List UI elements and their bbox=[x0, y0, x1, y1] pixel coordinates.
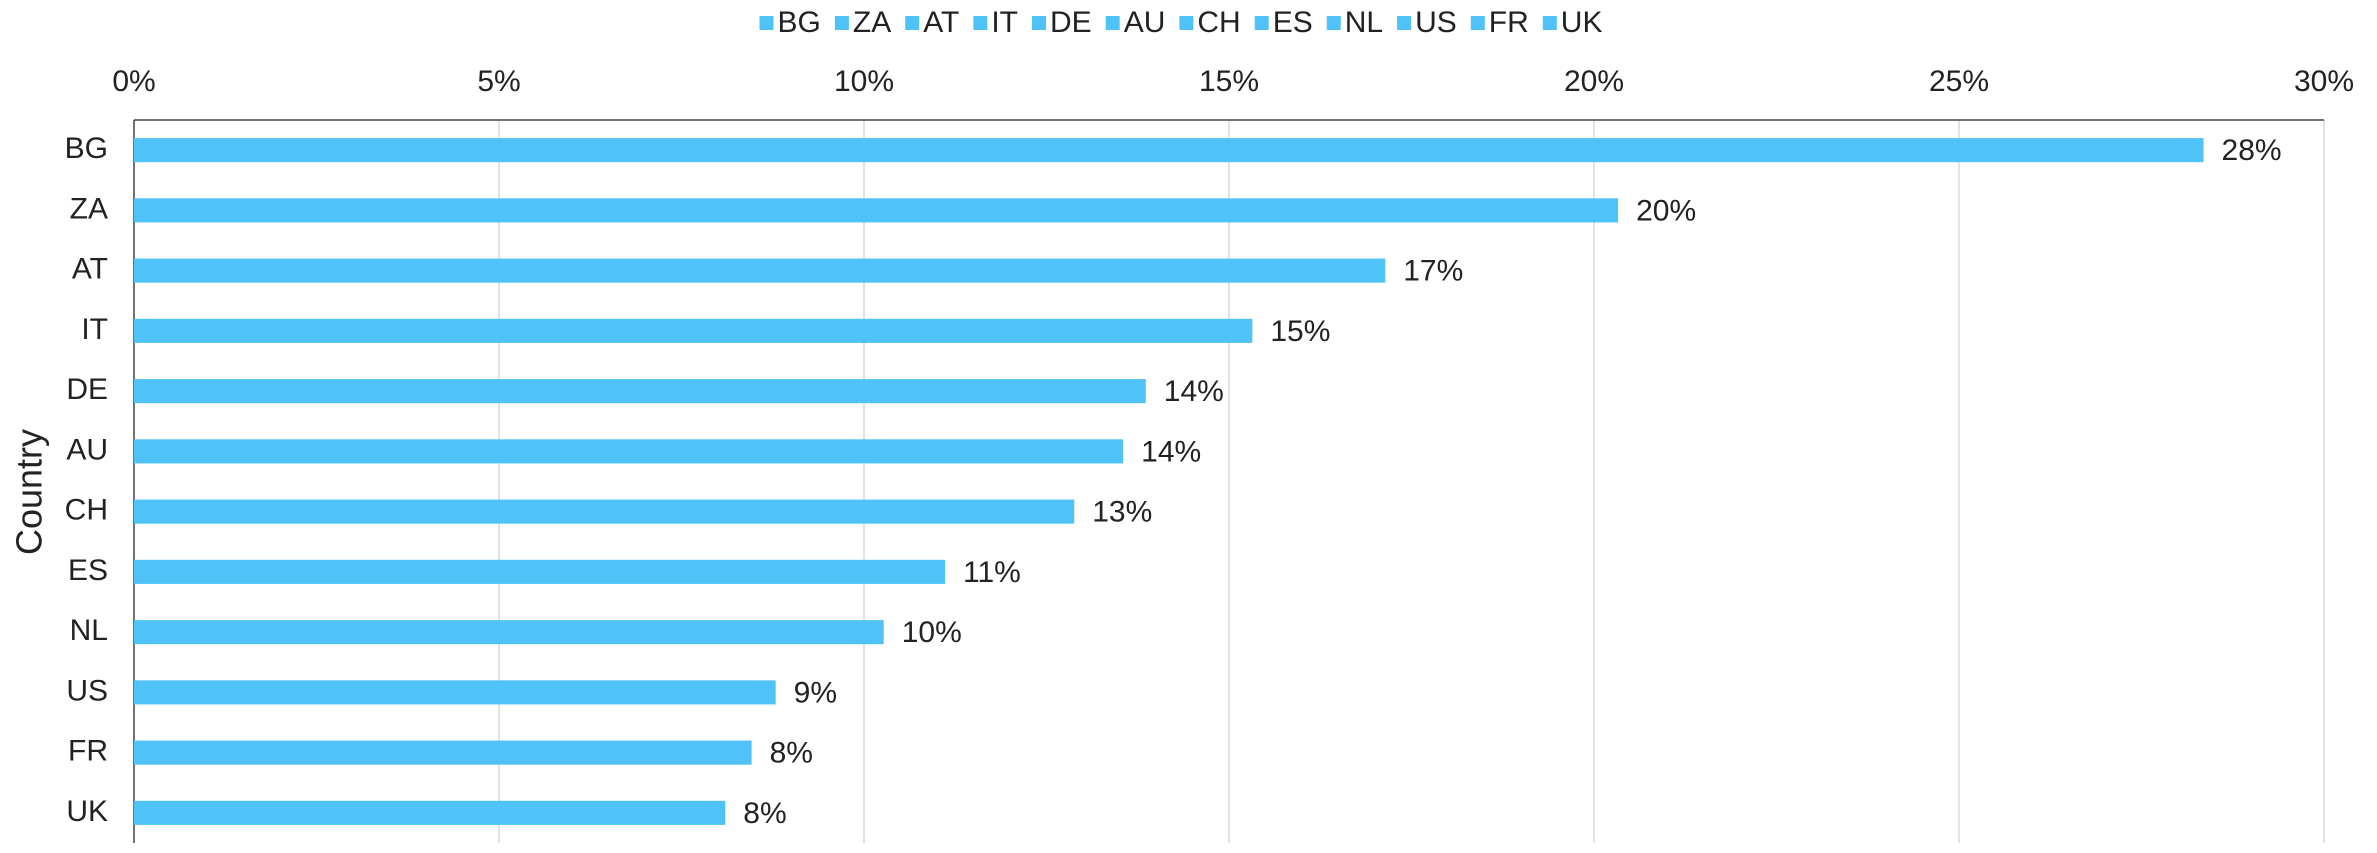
bar bbox=[134, 620, 884, 645]
legend-swatch bbox=[973, 16, 988, 30]
legend-swatch bbox=[1470, 16, 1485, 30]
data-label: 8% bbox=[743, 797, 786, 830]
x-tick-label: 5% bbox=[477, 65, 520, 98]
x-tick-label: 25% bbox=[1929, 65, 1989, 98]
y-tick-label: IT bbox=[81, 313, 108, 346]
legend-swatch bbox=[759, 16, 774, 30]
legend-swatch bbox=[905, 16, 920, 30]
data-label: 20% bbox=[1636, 194, 1696, 227]
bar bbox=[134, 680, 776, 705]
data-label: 17% bbox=[1403, 255, 1463, 288]
y-tick-label: FR bbox=[68, 735, 108, 768]
bar bbox=[134, 379, 1146, 404]
legend-label: FR bbox=[1489, 6, 1529, 39]
bar bbox=[134, 138, 2204, 163]
data-label: 28% bbox=[2222, 134, 2282, 167]
legend-label: ES bbox=[1273, 6, 1313, 39]
x-tick-label: 15% bbox=[1199, 65, 1259, 98]
legend-label: BG bbox=[778, 6, 821, 39]
legend-label: AU bbox=[1124, 6, 1166, 39]
y-tick-label: DE bbox=[66, 373, 108, 406]
y-axis-label: Country bbox=[9, 429, 50, 555]
bar bbox=[134, 258, 1386, 283]
bar bbox=[134, 740, 752, 765]
legend-swatch bbox=[1542, 16, 1557, 30]
bar bbox=[134, 198, 1619, 223]
x-tick-label: 10% bbox=[834, 65, 894, 98]
bar bbox=[134, 439, 1124, 464]
bar bbox=[134, 499, 1075, 524]
y-tick-label: AU bbox=[66, 433, 108, 466]
legend-label: ZA bbox=[853, 6, 891, 39]
legend-swatch bbox=[1105, 16, 1120, 30]
legend-label: US bbox=[1415, 6, 1457, 39]
legend-label: CH bbox=[1197, 6, 1240, 39]
y-tick-label: BG bbox=[65, 132, 108, 165]
y-tick-label: AT bbox=[72, 253, 108, 286]
legend-label: IT bbox=[991, 6, 1018, 39]
legend-swatch bbox=[1326, 16, 1341, 30]
y-tick-label: US bbox=[66, 674, 108, 707]
y-tick-label: CH bbox=[65, 494, 108, 527]
y-tick-label: ES bbox=[68, 554, 108, 587]
y-tick-label: NL bbox=[70, 614, 108, 647]
legend-swatch bbox=[1397, 16, 1412, 30]
data-label: 14% bbox=[1164, 375, 1224, 408]
legend-label: UK bbox=[1561, 6, 1603, 39]
bar bbox=[134, 559, 946, 584]
data-label: 11% bbox=[963, 556, 1021, 589]
x-tick-label: 0% bbox=[112, 65, 155, 98]
x-tick-label: 20% bbox=[1564, 65, 1624, 98]
legend-swatch bbox=[1254, 16, 1269, 30]
data-label: 13% bbox=[1092, 496, 1152, 529]
legend-swatch bbox=[834, 16, 849, 30]
bar bbox=[134, 800, 726, 825]
legend-label: NL bbox=[1345, 6, 1383, 39]
legend-swatch bbox=[1179, 16, 1194, 30]
data-label: 10% bbox=[902, 616, 962, 649]
legend-label: AT bbox=[923, 6, 959, 39]
data-label: 14% bbox=[1141, 435, 1201, 468]
data-label: 15% bbox=[1270, 315, 1330, 348]
legend-swatch bbox=[1032, 16, 1046, 30]
y-tick-label: UK bbox=[66, 795, 108, 828]
bar bbox=[134, 318, 1253, 343]
legend-label: DE bbox=[1050, 6, 1092, 39]
y-tick-label: ZA bbox=[70, 192, 108, 225]
data-label: 8% bbox=[770, 737, 813, 770]
data-label: 9% bbox=[794, 676, 837, 709]
x-tick-label: 30% bbox=[2294, 65, 2354, 98]
